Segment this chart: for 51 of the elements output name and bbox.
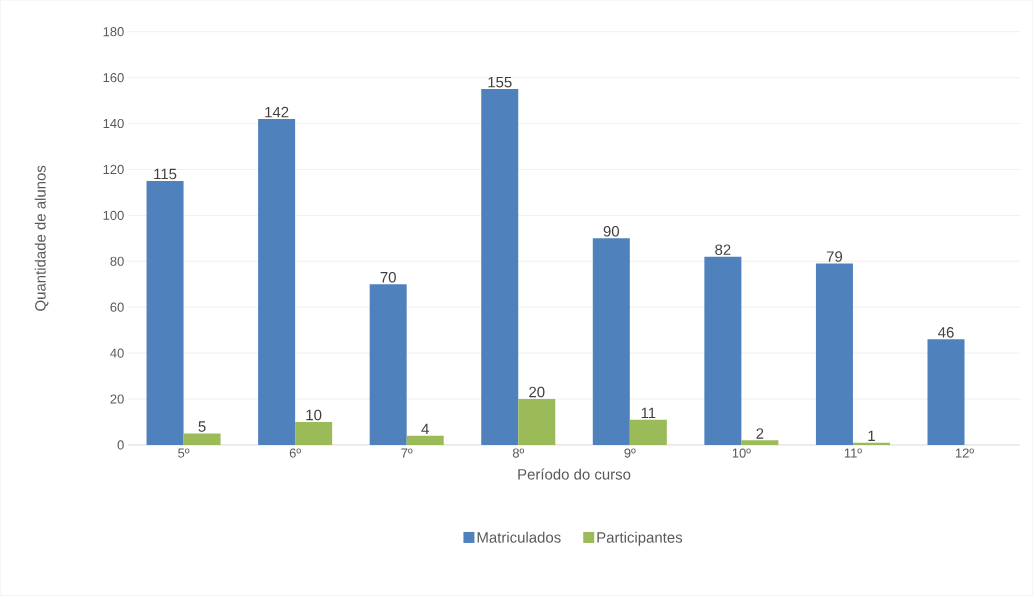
data-label: 5 (198, 421, 206, 432)
y-tick-label: 60 (110, 302, 124, 312)
x-tick-label: 5º (178, 448, 190, 458)
bar (815, 263, 853, 446)
y-tick-label: 80 (110, 256, 124, 266)
y-tick-label: 0 (117, 440, 124, 450)
legend-label: Participantes (597, 531, 683, 546)
y-axis-title: Quantidade de alunos (34, 165, 49, 311)
data-label: 90 (603, 226, 620, 237)
x-tick-label: 7º (401, 448, 413, 458)
bar (183, 433, 221, 446)
legend-label: Matriculados (477, 531, 561, 543)
x-tick-label: 8º (512, 448, 525, 458)
data-label: 142 (265, 106, 289, 118)
bar (295, 422, 333, 446)
bar (592, 238, 630, 446)
data-label: 79 (826, 251, 843, 262)
data-label: 46 (938, 327, 954, 338)
data-label: 115 (154, 168, 177, 180)
data-label: 10 (306, 409, 322, 421)
y-tick-label: 120 (103, 164, 124, 175)
bar (481, 89, 519, 446)
data-label: 1 (868, 430, 875, 442)
x-tick-label: 6º (289, 448, 301, 458)
data-label: 4 (421, 423, 429, 435)
y-tick-label: 160 (103, 73, 124, 83)
y-tick-label: 140 (103, 119, 124, 129)
data-label: 70 (380, 272, 396, 283)
x-axis-title: Período do curso (518, 468, 631, 480)
bar (927, 339, 965, 446)
bar (146, 181, 184, 446)
bar (369, 284, 407, 446)
data-label: 20 (529, 386, 545, 398)
bar (629, 419, 667, 446)
y-tick-label: 20 (110, 394, 124, 404)
y-tick-label: 40 (110, 348, 124, 358)
data-label: 82 (715, 244, 731, 256)
bar (741, 440, 779, 446)
data-label: 155 (488, 77, 512, 88)
bar (258, 119, 296, 446)
data-label: 11 (641, 407, 656, 419)
y-tick-label: 100 (103, 210, 124, 221)
bar (518, 399, 556, 446)
x-tick-label: 11º (844, 448, 862, 458)
x-tick-label: 12º (955, 448, 974, 458)
x-tick-label: 9º (624, 448, 636, 458)
x-tick-label: 10º (732, 448, 751, 458)
bar (704, 256, 742, 446)
data-label: 2 (756, 428, 764, 439)
bar (406, 435, 444, 446)
y-tick-label: 180 (103, 27, 124, 37)
